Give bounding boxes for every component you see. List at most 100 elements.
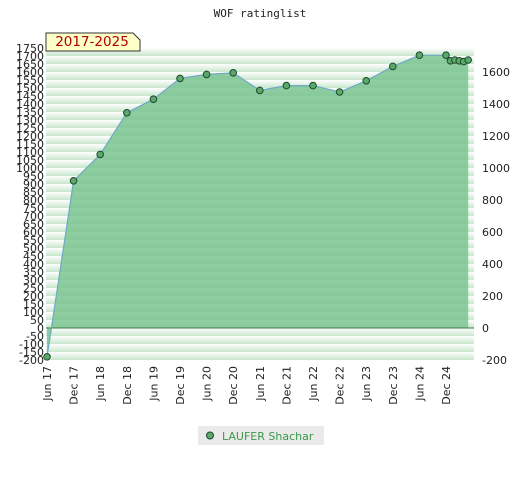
x-tick-label: Dec 21	[280, 366, 293, 405]
y-tick-label-left: 1650	[16, 58, 44, 71]
data-point	[69, 177, 78, 185]
y-tick-label-left: 850	[23, 186, 44, 199]
grid-band	[46, 352, 474, 360]
y-tick-label-right: 1200	[482, 130, 510, 143]
y-tick-label-right: 800	[482, 194, 503, 207]
y-tick-label-left: 300	[23, 274, 44, 287]
x-tick-label: Jun 24	[413, 366, 426, 402]
y-tick-label-left: 1750	[16, 42, 44, 55]
data-point	[149, 95, 158, 103]
data-point	[389, 62, 397, 71]
y-tick-label-left: 250	[23, 282, 44, 295]
x-tick-label: Dec 23	[387, 366, 400, 405]
y-tick-label-right: 1000	[482, 162, 510, 175]
grid-band	[46, 72, 474, 80]
data-point	[309, 81, 317, 90]
y-tick-label-left: 0	[37, 322, 44, 335]
y-tick-label-left: -100	[19, 338, 44, 351]
data-point	[415, 51, 424, 60]
y-tick-label-left: -150	[19, 346, 44, 359]
y-tick-label-right: 200	[482, 290, 503, 303]
x-tick-label: Dec 19	[174, 366, 187, 405]
y-tick-label-right: 400	[482, 258, 503, 271]
y-tick-label-right: -200	[482, 354, 507, 367]
data-point	[362, 77, 371, 85]
data-point	[464, 56, 472, 64]
data-point	[123, 109, 131, 117]
grid-band	[46, 344, 474, 352]
grid-band	[46, 56, 474, 64]
y-tick-label-left: 600	[23, 226, 44, 239]
data-point	[96, 150, 104, 159]
legend: LAUFER Shachar	[198, 426, 324, 445]
x-axis: Jun 17 Dec 17 Jun 18 Dec 18 Jun 19 Dec 19 Jun …	[41, 366, 453, 405]
y-tick-label-left: 1500	[16, 82, 44, 95]
data-point	[282, 81, 291, 90]
y-tick-label-left: 450	[23, 250, 44, 263]
period-label: 2017-2025	[55, 34, 129, 50]
y-axis-right: 1600 1400 1200 1000 800 600 400 200 0 -200	[482, 66, 510, 367]
x-tick-label: Dec 18	[121, 366, 134, 405]
x-tick-label: Dec 17	[68, 366, 81, 405]
y-tick-label-left: 650	[23, 218, 44, 231]
x-tick-label: Jun 18	[94, 366, 107, 402]
y-tick-label-left: 1550	[16, 74, 44, 87]
x-tick-label: Jun 23	[360, 366, 373, 402]
y-tick-label-left: -50	[26, 330, 44, 343]
y-tick-label-left: 1250	[16, 122, 44, 135]
legend-label: LAUFER Shachar	[222, 430, 314, 443]
y-tick-label-left: 1400	[16, 98, 44, 111]
y-tick-label-left: 1600	[16, 66, 44, 79]
data-point	[43, 353, 51, 361]
series-markers	[43, 51, 472, 361]
y-tick-label-left: 1150	[16, 138, 44, 151]
data-point	[256, 86, 264, 95]
y-axis-left: 1750170016501600155015001450140013501300…	[16, 42, 44, 367]
data-point	[229, 69, 237, 77]
grid-band	[46, 80, 474, 88]
y-tick-label-right: 1400	[482, 98, 510, 111]
y-tick-label-left: 1300	[16, 114, 44, 127]
x-tick-label: Dec 22	[334, 366, 347, 405]
data-point	[202, 70, 211, 79]
grid-band	[46, 336, 474, 344]
x-tick-label: Dec 20	[227, 366, 240, 405]
area-fill	[47, 55, 469, 357]
y-tick-label-left: 1050	[16, 154, 44, 167]
chart-title: WOF ratinglist	[214, 7, 307, 20]
data-point	[335, 88, 344, 96]
x-tick-label: Jun 17	[41, 366, 54, 402]
y-tick-label-left: 1000	[16, 162, 44, 175]
grid-band	[46, 328, 474, 336]
data-point	[442, 51, 450, 60]
y-tick-label-right: 1600	[482, 66, 510, 79]
y-tick-label-left: 200	[23, 290, 44, 303]
y-tick-label-left: 50	[30, 314, 44, 327]
y-tick-label-left: 950	[23, 170, 44, 183]
x-tick-label: Jun 21	[254, 366, 267, 402]
y-tick-label-left: 900	[23, 178, 44, 191]
y-tick-label-left: 1350	[16, 106, 44, 119]
grid-band	[46, 48, 474, 56]
y-tick-label-left: 550	[23, 234, 44, 247]
y-tick-label-left: 1200	[16, 130, 44, 143]
y-tick-label-left: 800	[23, 194, 44, 207]
data-point	[176, 74, 184, 83]
x-tick-label: Jun 20	[201, 366, 214, 402]
x-tick-label: Jun 22	[307, 366, 320, 402]
y-tick-label-left: 100	[23, 306, 44, 319]
y-tick-label-left: 700	[23, 210, 44, 223]
y-tick-label-left: 350	[23, 266, 44, 279]
y-tick-label-left: 750	[23, 202, 44, 215]
series-area	[46, 55, 474, 357]
grid-band	[46, 64, 474, 72]
y-tick-label-left: -200	[19, 354, 44, 367]
y-tick-label-left: 1100	[16, 146, 44, 159]
y-tick-label-left: 150	[23, 298, 44, 311]
y-tick-label-right: 0	[482, 322, 489, 335]
y-tick-label-left: 1700	[16, 50, 44, 63]
y-tick-label-left: 400	[23, 258, 44, 271]
x-tick-label: Dec 24	[440, 366, 453, 405]
period-badge: 2017-2025	[45, 32, 141, 52]
